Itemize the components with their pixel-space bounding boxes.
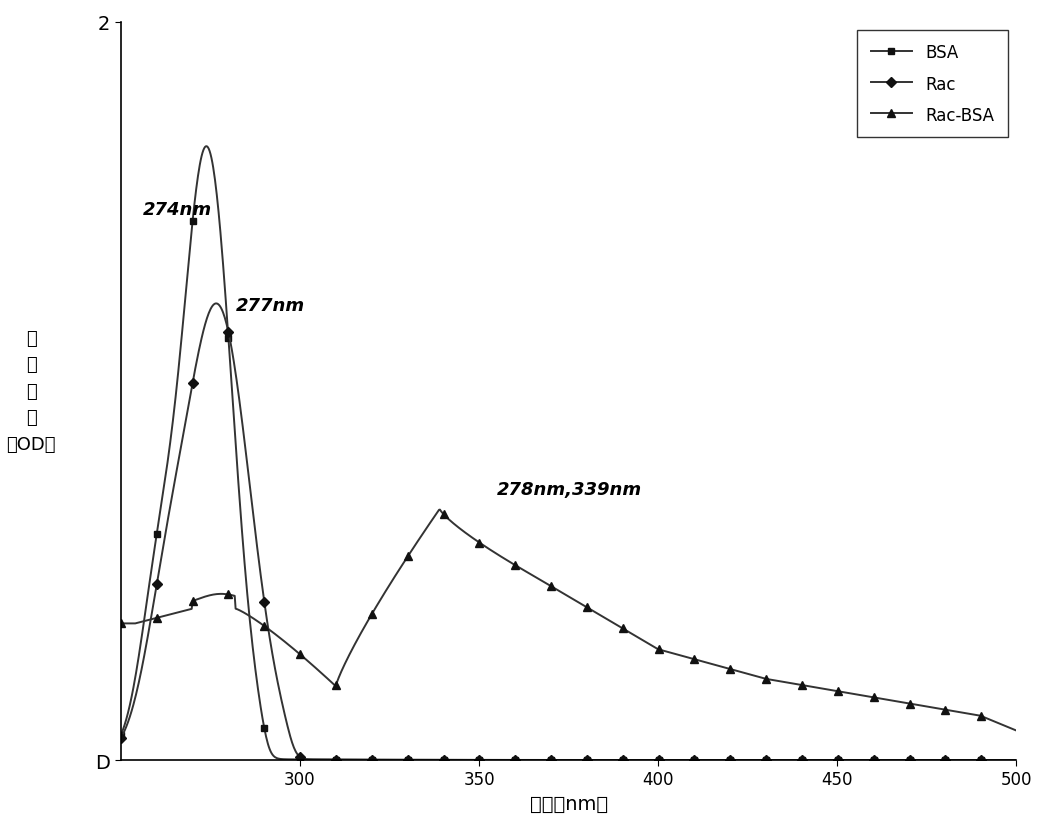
Rac-BSA <box>814 683 826 693</box>
Text: 278nm,339nm: 278nm,339nm <box>497 480 642 498</box>
Rac-BSA <box>433 505 446 515</box>
Line: Rac: Rac <box>117 301 1020 763</box>
Rac-BSA <box>510 561 522 571</box>
Line: BSA: BSA <box>117 143 1020 763</box>
BSA <box>510 755 522 765</box>
Rac-BSA <box>830 686 843 696</box>
Rac-BSA <box>477 541 490 551</box>
Text: 274nm: 274nm <box>142 200 211 219</box>
BSA <box>1010 755 1023 765</box>
BSA <box>477 755 490 765</box>
Line: Rac-BSA: Rac-BSA <box>116 506 1021 734</box>
BSA <box>731 755 743 765</box>
BSA <box>830 755 843 765</box>
Rac <box>209 299 222 309</box>
X-axis label: 波长（nm）: 波长（nm） <box>530 794 607 813</box>
Rac-BSA <box>114 619 127 628</box>
BSA <box>207 163 220 173</box>
Rac <box>477 755 490 765</box>
BSA <box>114 730 127 740</box>
Rac-BSA <box>731 666 743 676</box>
Text: 吸
光
度
值
（OD）: 吸 光 度 值 （OD） <box>6 330 57 453</box>
BSA <box>814 755 826 765</box>
Text: 277nm: 277nm <box>236 296 305 314</box>
Rac-BSA <box>206 590 219 600</box>
BSA <box>200 142 213 152</box>
Rac <box>510 755 522 765</box>
Rac <box>1010 755 1023 765</box>
Rac <box>731 755 743 765</box>
Rac <box>814 755 826 765</box>
Rac <box>114 734 127 744</box>
Legend: BSA, Rac, Rac-BSA: BSA, Rac, Rac-BSA <box>857 31 1008 138</box>
Rac <box>830 755 843 765</box>
Rac <box>206 301 219 311</box>
Rac-BSA <box>1010 725 1023 735</box>
